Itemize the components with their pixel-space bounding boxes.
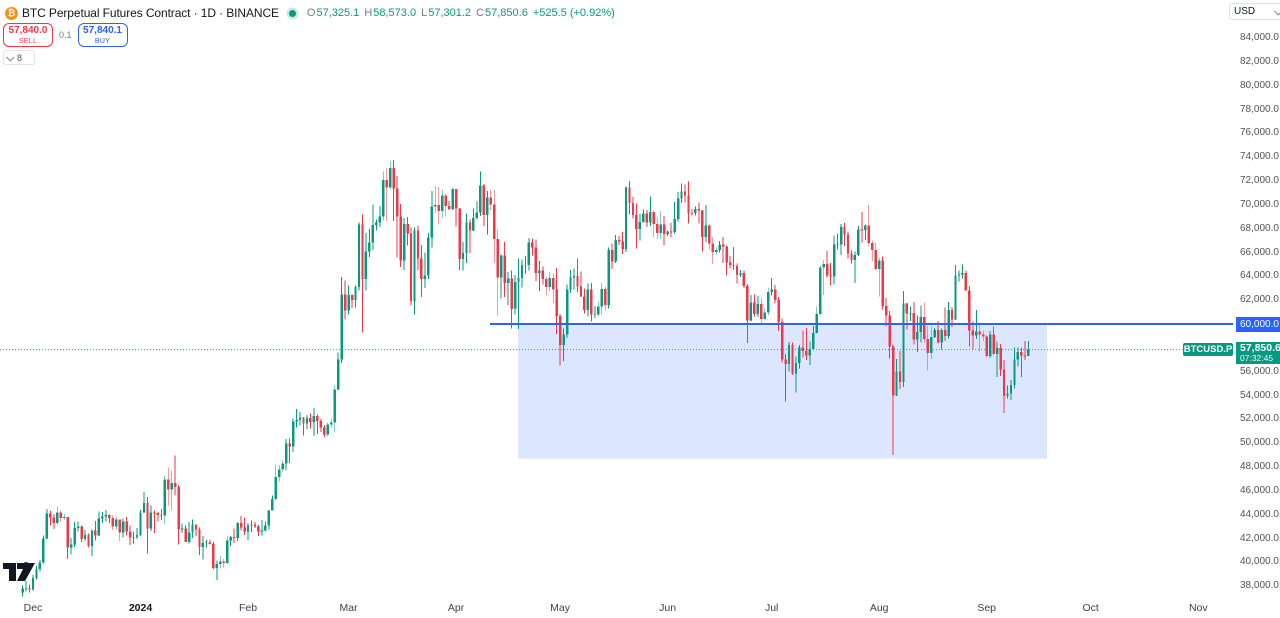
price-tick: 70,000.0 <box>1240 198 1279 210</box>
time-tick: Apr <box>447 602 465 614</box>
time-tick: Dec <box>23 602 43 614</box>
price-axis[interactable]: USD 60,000.0 57,850.6 07:32:45 84,000.0 8… <box>1229 0 1280 598</box>
time-tick: Feb <box>238 602 258 614</box>
time-tick: Mar <box>339 602 358 614</box>
currency-label: USD <box>1234 6 1256 17</box>
ohlc-values: O 57,325.1 H 58,573.0 L 57,301.2 C 57,850.6 … <box>307 7 615 19</box>
open-label: O <box>306 7 316 19</box>
last-price-value: 57,850.6 <box>1240 342 1280 355</box>
chevron-down-icon <box>6 52 15 62</box>
price-tick: 64,000.0 <box>1240 270 1279 282</box>
time-tick: Sep <box>977 602 997 614</box>
symbol-header: ₿ BTC Perpetual Futures Contract · 1D · … <box>5 4 615 22</box>
price-tick: 46,000.0 <box>1240 484 1279 496</box>
time-tick: Jun <box>659 602 677 614</box>
price-tick: 54,000.0 <box>1240 389 1279 401</box>
price-tick: 38,000.0 <box>1240 580 1279 592</box>
price-tick: 68,000.0 <box>1240 222 1279 234</box>
tradingview-logo[interactable] <box>2 556 40 587</box>
chart-canvas[interactable] <box>0 0 1236 598</box>
price-tick: 40,000.0 <box>1240 556 1279 568</box>
candles-layer <box>21 159 1030 597</box>
time-axis[interactable]: Dec 2024 Feb Mar Apr May Jun Jul Aug Sep Oct Nov <box>0 598 1280 618</box>
price-tick: 72,000.0 <box>1240 175 1279 186</box>
price-tick: 48,000.0 <box>1240 461 1279 472</box>
sell-price: 57,840.0 <box>8 24 48 36</box>
objects-tree-toggle[interactable]: 8 <box>3 50 35 65</box>
symbol-price-badge: BTCUSD.P <box>1183 343 1233 357</box>
time-tick: Aug <box>869 602 889 614</box>
time-tick: May <box>550 602 571 614</box>
price-tick: 62,000.0 <box>1240 294 1279 306</box>
buy-button[interactable]: 57,840.1 BUY <box>77 23 128 47</box>
close-label: C <box>476 7 484 19</box>
high-label: H <box>364 7 373 19</box>
time-tick: 2024 <box>128 602 153 614</box>
price-tick: 52,000.0 <box>1240 413 1279 425</box>
trade-widget: 57,840.0 SELL 0.1 57,840.1 BUY <box>3 23 128 47</box>
low-value: 57,301.2 <box>428 7 472 19</box>
price-tick: 50,000.0 <box>1240 437 1279 449</box>
price-tick: 66,000.0 <box>1240 246 1279 258</box>
last-price-label: 57,850.6 07:32:45 <box>1236 342 1280 365</box>
price-tick: 80,000.0 <box>1240 79 1279 91</box>
market-status-icon[interactable] <box>288 9 296 17</box>
low-label: L <box>421 7 428 19</box>
price-tick: 78,000.0 <box>1240 103 1279 115</box>
price-tick: 74,000.0 <box>1240 151 1279 163</box>
sell-button[interactable]: 57,840.0 SELL <box>3 23 53 47</box>
buy-price: 57,840.1 <box>83 24 122 36</box>
currency-selector[interactable]: USD <box>1229 3 1280 20</box>
objects-count: 8 <box>17 52 23 63</box>
buy-label: BUY <box>94 37 111 45</box>
open-value: 57,325.1 <box>316 7 360 19</box>
time-tick: Nov <box>1188 602 1208 614</box>
price-tick: 84,000.0 <box>1240 32 1279 43</box>
price-tick: 82,000.0 <box>1240 55 1279 67</box>
time-tick: Jul <box>764 602 779 614</box>
price-tick: 42,000.0 <box>1240 532 1279 544</box>
chevron-down-icon <box>1274 6 1280 16</box>
line-price-label: 60,000.0 <box>1236 316 1280 332</box>
change-value: +525.5 (+0.92%) <box>532 7 615 19</box>
bitcoin-icon: ₿ <box>5 6 18 20</box>
price-tick: 56,000.0 <box>1240 365 1279 377</box>
spread-value: 0.1 <box>59 30 72 40</box>
symbol-title[interactable]: BTC Perpetual Futures Contract · 1D · BI… <box>22 6 279 20</box>
time-tick: Oct <box>1082 602 1099 614</box>
sell-label: SELL <box>18 37 38 45</box>
bar-countdown: 07:32:45 <box>1240 353 1274 364</box>
price-tick: 44,000.0 <box>1240 508 1279 520</box>
price-tick: 76,000.0 <box>1240 127 1279 139</box>
high-value: 58,573.0 <box>373 7 417 19</box>
close-value: 57,850.6 <box>485 7 528 19</box>
